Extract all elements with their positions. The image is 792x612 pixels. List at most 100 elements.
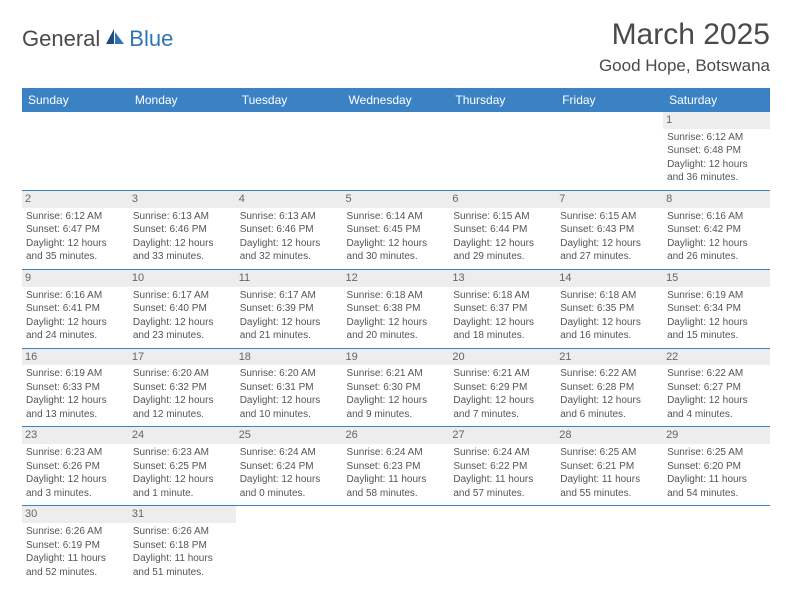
daylight-text: Daylight: 12 hours and 26 minutes. [667, 237, 766, 264]
daylight-text: Daylight: 12 hours and 1 minute. [133, 473, 232, 500]
daylight-text: Daylight: 11 hours and 57 minutes. [453, 473, 552, 500]
sunset-text: Sunset: 6:37 PM [453, 302, 552, 316]
day-number: 21 [556, 349, 663, 366]
daylight-text: Daylight: 12 hours and 0 minutes. [240, 473, 339, 500]
calendar-cell: 15Sunrise: 6:19 AMSunset: 6:34 PMDayligh… [663, 269, 770, 348]
calendar-cell: 4Sunrise: 6:13 AMSunset: 6:46 PMDaylight… [236, 190, 343, 269]
daylight-text: Daylight: 12 hours and 24 minutes. [26, 316, 125, 343]
calendar-cell: 2Sunrise: 6:12 AMSunset: 6:47 PMDaylight… [22, 190, 129, 269]
day-number: 20 [449, 349, 556, 366]
calendar-week-row: 1Sunrise: 6:12 AMSunset: 6:48 PMDaylight… [22, 112, 770, 190]
daylight-text: Daylight: 12 hours and 23 minutes. [133, 316, 232, 343]
sunrise-text: Sunrise: 6:15 AM [453, 210, 552, 224]
sunset-text: Sunset: 6:38 PM [347, 302, 446, 316]
calendar-cell: 11Sunrise: 6:17 AMSunset: 6:39 PMDayligh… [236, 269, 343, 348]
daylight-text: Daylight: 11 hours and 51 minutes. [133, 552, 232, 579]
sunset-text: Sunset: 6:35 PM [560, 302, 659, 316]
daylight-text: Daylight: 12 hours and 3 minutes. [26, 473, 125, 500]
daylight-text: Daylight: 12 hours and 4 minutes. [667, 394, 766, 421]
sunrise-text: Sunrise: 6:22 AM [560, 367, 659, 381]
calendar-week-row: 9Sunrise: 6:16 AMSunset: 6:41 PMDaylight… [22, 269, 770, 348]
calendar-cell [449, 112, 556, 190]
day-number: 23 [22, 427, 129, 444]
calendar-cell: 10Sunrise: 6:17 AMSunset: 6:40 PMDayligh… [129, 269, 236, 348]
calendar-cell [663, 506, 770, 584]
sunset-text: Sunset: 6:45 PM [347, 223, 446, 237]
day-number: 9 [22, 270, 129, 287]
calendar-cell: 20Sunrise: 6:21 AMSunset: 6:29 PMDayligh… [449, 348, 556, 427]
logo-text-blue: Blue [129, 26, 173, 52]
sunrise-text: Sunrise: 6:18 AM [453, 289, 552, 303]
sunrise-text: Sunrise: 6:24 AM [347, 446, 446, 460]
page-header: General Blue March 2025 Good Hope, Botsw… [22, 18, 770, 76]
sunset-text: Sunset: 6:22 PM [453, 460, 552, 474]
day-number: 2 [22, 191, 129, 208]
calendar-body: 1Sunrise: 6:12 AMSunset: 6:48 PMDaylight… [22, 112, 770, 584]
calendar-cell: 1Sunrise: 6:12 AMSunset: 6:48 PMDaylight… [663, 112, 770, 190]
sunset-text: Sunset: 6:28 PM [560, 381, 659, 395]
day-number: 17 [129, 349, 236, 366]
day-number: 12 [343, 270, 450, 287]
calendar-cell [129, 112, 236, 190]
day-number: 5 [343, 191, 450, 208]
sunrise-text: Sunrise: 6:19 AM [667, 289, 766, 303]
calendar-week-row: 30Sunrise: 6:26 AMSunset: 6:19 PMDayligh… [22, 506, 770, 584]
sunset-text: Sunset: 6:19 PM [26, 539, 125, 553]
daylight-text: Daylight: 12 hours and 33 minutes. [133, 237, 232, 264]
day-number: 24 [129, 427, 236, 444]
daylight-text: Daylight: 11 hours and 55 minutes. [560, 473, 659, 500]
day-number: 18 [236, 349, 343, 366]
logo-text-general: General [22, 26, 100, 52]
calendar-cell [449, 506, 556, 584]
daylight-text: Daylight: 12 hours and 36 minutes. [667, 158, 766, 185]
sunset-text: Sunset: 6:21 PM [560, 460, 659, 474]
calendar-cell: 18Sunrise: 6:20 AMSunset: 6:31 PMDayligh… [236, 348, 343, 427]
sunrise-text: Sunrise: 6:24 AM [453, 446, 552, 460]
daylight-text: Daylight: 11 hours and 54 minutes. [667, 473, 766, 500]
day-number: 29 [663, 427, 770, 444]
daylight-text: Daylight: 12 hours and 13 minutes. [26, 394, 125, 421]
daylight-text: Daylight: 11 hours and 58 minutes. [347, 473, 446, 500]
calendar-cell: 6Sunrise: 6:15 AMSunset: 6:44 PMDaylight… [449, 190, 556, 269]
sunrise-text: Sunrise: 6:24 AM [240, 446, 339, 460]
calendar-cell [343, 112, 450, 190]
sunset-text: Sunset: 6:30 PM [347, 381, 446, 395]
daylight-text: Daylight: 12 hours and 15 minutes. [667, 316, 766, 343]
logo: General Blue [22, 26, 173, 52]
sunset-text: Sunset: 6:46 PM [133, 223, 232, 237]
sunrise-text: Sunrise: 6:15 AM [560, 210, 659, 224]
sunset-text: Sunset: 6:33 PM [26, 381, 125, 395]
daylight-text: Daylight: 12 hours and 16 minutes. [560, 316, 659, 343]
sunrise-text: Sunrise: 6:14 AM [347, 210, 446, 224]
calendar-cell [22, 112, 129, 190]
day-number: 13 [449, 270, 556, 287]
sunrise-text: Sunrise: 6:25 AM [667, 446, 766, 460]
weekday-header: Monday [129, 88, 236, 112]
title-block: March 2025 Good Hope, Botswana [599, 18, 770, 76]
sunrise-text: Sunrise: 6:12 AM [26, 210, 125, 224]
calendar-week-row: 16Sunrise: 6:19 AMSunset: 6:33 PMDayligh… [22, 348, 770, 427]
daylight-text: Daylight: 12 hours and 9 minutes. [347, 394, 446, 421]
day-number: 6 [449, 191, 556, 208]
sunrise-text: Sunrise: 6:23 AM [26, 446, 125, 460]
sunrise-text: Sunrise: 6:23 AM [133, 446, 232, 460]
day-number: 3 [129, 191, 236, 208]
calendar-cell: 21Sunrise: 6:22 AMSunset: 6:28 PMDayligh… [556, 348, 663, 427]
calendar-cell: 16Sunrise: 6:19 AMSunset: 6:33 PMDayligh… [22, 348, 129, 427]
calendar-cell: 26Sunrise: 6:24 AMSunset: 6:23 PMDayligh… [343, 427, 450, 506]
sunrise-text: Sunrise: 6:16 AM [26, 289, 125, 303]
calendar-cell: 25Sunrise: 6:24 AMSunset: 6:24 PMDayligh… [236, 427, 343, 506]
sunset-text: Sunset: 6:25 PM [133, 460, 232, 474]
day-number: 31 [129, 506, 236, 523]
day-number: 1 [663, 112, 770, 129]
day-number: 25 [236, 427, 343, 444]
sunrise-text: Sunrise: 6:19 AM [26, 367, 125, 381]
logo-sail-icon [104, 27, 126, 52]
calendar-cell: 5 Sunrise: 6:14 AMSunset: 6:45 PMDaylight… [343, 190, 450, 269]
sunset-text: Sunset: 6:23 PM [347, 460, 446, 474]
weekday-header: Sunday [22, 88, 129, 112]
daylight-text: Daylight: 12 hours and 29 minutes. [453, 237, 552, 264]
sunset-text: Sunset: 6:48 PM [667, 144, 766, 158]
daylight-text: Daylight: 12 hours and 30 minutes. [347, 237, 446, 264]
sunrise-text: Sunrise: 6:16 AM [667, 210, 766, 224]
